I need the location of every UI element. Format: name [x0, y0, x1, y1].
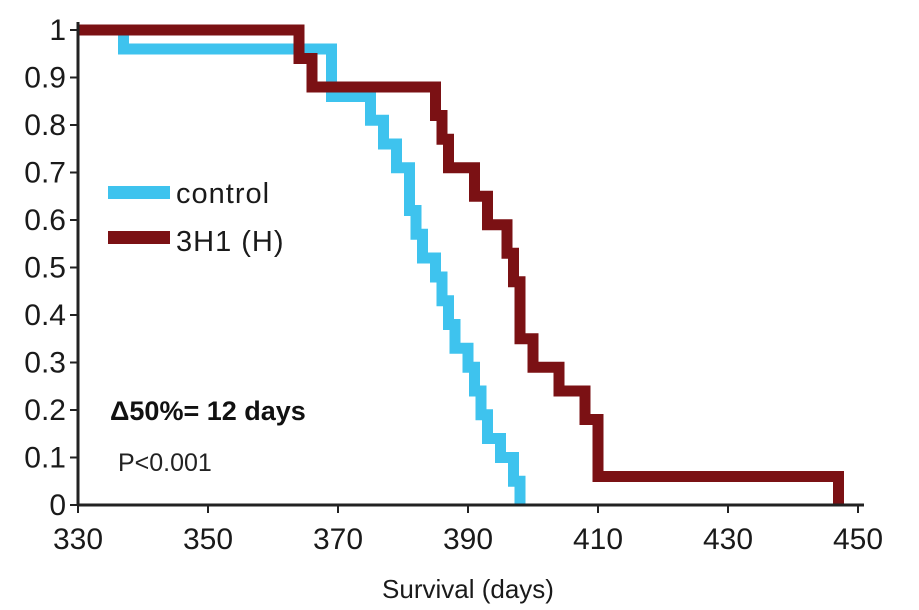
axes: [76, 22, 864, 507]
pvalue-annotation: P<0.001: [118, 449, 212, 477]
series-lines: [78, 24, 844, 505]
y-ticks: 0 0.1 0.2 0.3 0.4 0.5 0.6 0.7 0.8 0.9 1: [24, 14, 78, 522]
legend-label-control: control: [176, 178, 270, 210]
y-tick-label: 0.2: [24, 394, 66, 427]
legend: control 3H1 (H): [108, 178, 285, 258]
x-tick-label: 430: [703, 523, 753, 556]
x-tick-label: 330: [53, 523, 103, 556]
x-tick-label: 450: [833, 523, 883, 556]
x-tick-label: 350: [183, 523, 233, 556]
legend-label-3h1: 3H1 (H): [176, 226, 285, 258]
y-tick-label: 0: [49, 489, 66, 522]
x-tick-label: 370: [313, 523, 363, 556]
x-tick-label: 390: [443, 523, 493, 556]
delta-annotation: Δ50%= 12 days: [110, 396, 306, 426]
y-tick-label: 0.9: [24, 62, 66, 95]
y-tick-label: 0.4: [24, 299, 66, 332]
y-tick-label: 0.1: [24, 442, 66, 475]
series-line-3h1: [78, 24, 844, 505]
y-tick-label: 1: [49, 14, 66, 47]
series-line-control: [78, 24, 526, 505]
y-tick-label: 0.5: [24, 252, 66, 285]
legend-swatch-control: [108, 186, 170, 199]
x-tick-label: 410: [573, 523, 623, 556]
y-tick-label: 0.6: [24, 204, 66, 237]
legend-swatch-3h1: [108, 231, 170, 244]
x-ticks: 330 350 370 390 410 430 450: [53, 505, 883, 556]
y-tick-label: 0.8: [24, 109, 66, 142]
y-tick-label: 0.7: [24, 157, 66, 190]
x-axis-title: Survival (days): [382, 574, 554, 604]
y-tick-label: 0.3: [24, 347, 66, 380]
